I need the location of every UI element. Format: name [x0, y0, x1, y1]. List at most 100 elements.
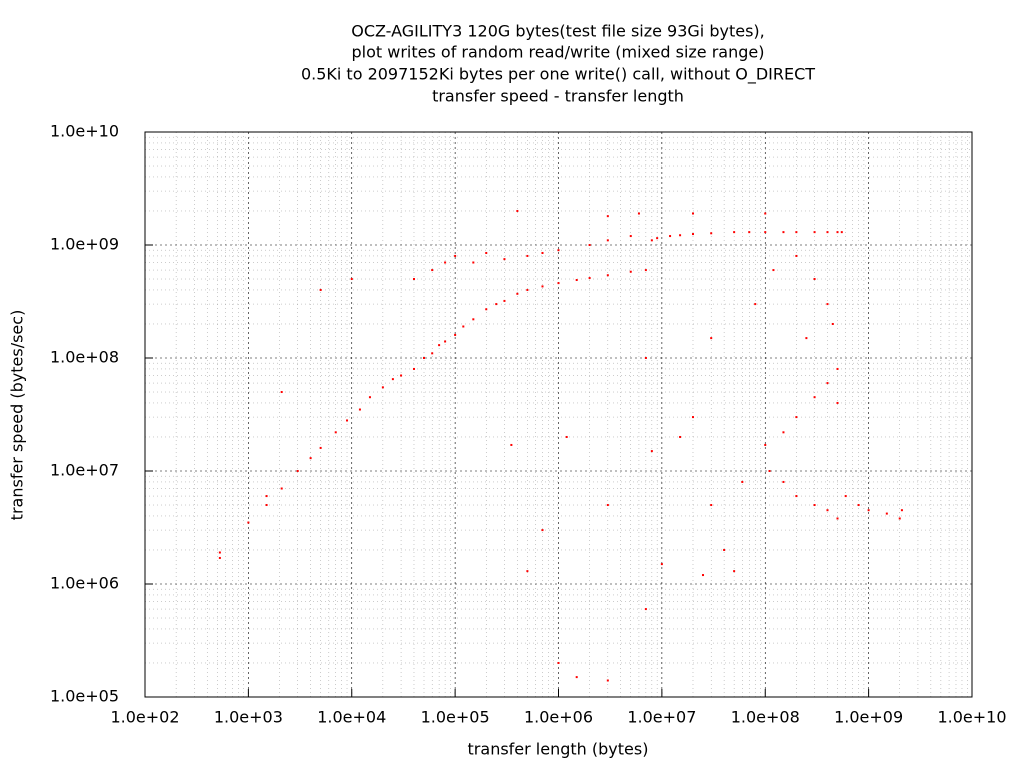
plot-frame	[144, 131, 973, 698]
point	[503, 299, 506, 302]
point	[644, 608, 647, 611]
point	[826, 231, 829, 234]
point	[772, 269, 775, 272]
point	[412, 278, 415, 281]
point	[472, 261, 475, 264]
point	[606, 274, 609, 277]
point	[710, 337, 713, 340]
point	[813, 278, 816, 281]
point	[588, 244, 591, 246]
point	[346, 419, 349, 422]
point	[836, 401, 839, 404]
point	[650, 239, 653, 242]
point	[319, 288, 322, 291]
y-tick-label: 1.0e+06	[50, 574, 119, 593]
point	[541, 285, 544, 288]
point	[526, 288, 529, 291]
point	[247, 521, 250, 524]
point	[840, 231, 843, 234]
point	[606, 679, 609, 682]
point	[782, 431, 785, 434]
point	[454, 333, 457, 336]
x-tick-label: 1.0e+05	[421, 708, 490, 727]
point	[826, 303, 829, 306]
point	[296, 470, 299, 472]
point	[280, 391, 283, 394]
point	[575, 676, 578, 679]
point	[900, 509, 903, 512]
point	[836, 231, 839, 234]
point	[754, 303, 757, 306]
point	[748, 231, 751, 234]
x-tick-label: 1.0e+02	[110, 708, 179, 727]
chart-title: transfer speed - transfer length	[432, 87, 684, 106]
point	[826, 509, 829, 512]
point	[679, 435, 682, 438]
point	[265, 495, 268, 498]
point	[782, 231, 785, 234]
point	[358, 408, 361, 411]
point	[444, 261, 447, 264]
point	[319, 446, 322, 449]
point	[438, 344, 441, 347]
chart-title: OCZ-AGILITY3 120G bytes(test file size 9…	[351, 22, 765, 41]
point	[575, 279, 578, 282]
point	[412, 367, 415, 370]
chart-title: 0.5Ki to 2097152Ki bytes per one write()…	[301, 65, 815, 85]
point	[741, 480, 744, 483]
y-tick-label: 1.0e+09	[50, 235, 119, 254]
point	[691, 416, 694, 419]
point	[526, 570, 529, 573]
x-tick-label: 1.0e+10	[937, 708, 1006, 727]
point	[381, 386, 384, 389]
point	[867, 509, 870, 512]
point	[844, 495, 847, 498]
point	[334, 431, 337, 434]
point	[606, 215, 609, 218]
point	[444, 340, 447, 343]
point	[691, 212, 694, 215]
point	[516, 209, 519, 212]
point	[723, 548, 726, 551]
point	[472, 318, 475, 321]
point	[679, 234, 682, 237]
point	[541, 251, 544, 254]
point	[503, 258, 506, 261]
point	[660, 563, 663, 566]
point	[857, 504, 860, 507]
point	[218, 556, 221, 559]
point	[557, 282, 560, 285]
y-tick-label: 1.0e+05	[50, 687, 119, 706]
point	[813, 231, 816, 234]
point	[423, 357, 426, 359]
point	[795, 254, 798, 257]
x-axis-label: transfer length (bytes)	[468, 740, 649, 759]
point	[280, 487, 283, 490]
point	[495, 303, 498, 306]
point	[805, 337, 808, 340]
point	[644, 269, 647, 272]
point	[400, 374, 403, 377]
point	[795, 416, 798, 419]
y-tick-label: 1.0e+10	[50, 122, 119, 141]
point	[485, 251, 488, 254]
point	[813, 396, 816, 399]
point	[669, 235, 672, 238]
point	[368, 396, 371, 399]
point	[898, 517, 901, 520]
x-tick-label: 1.0e+04	[317, 708, 386, 727]
point	[764, 443, 767, 446]
y-tick-label: 1.0e+08	[50, 348, 119, 367]
point	[831, 322, 834, 325]
point	[606, 239, 609, 242]
point	[588, 277, 591, 280]
point	[391, 378, 394, 381]
point	[764, 212, 767, 215]
x-tick-label: 1.0e+09	[834, 708, 903, 727]
point	[826, 382, 829, 385]
point	[733, 231, 736, 234]
point	[218, 551, 221, 554]
point	[565, 435, 568, 438]
point	[836, 517, 839, 520]
point	[644, 357, 647, 359]
